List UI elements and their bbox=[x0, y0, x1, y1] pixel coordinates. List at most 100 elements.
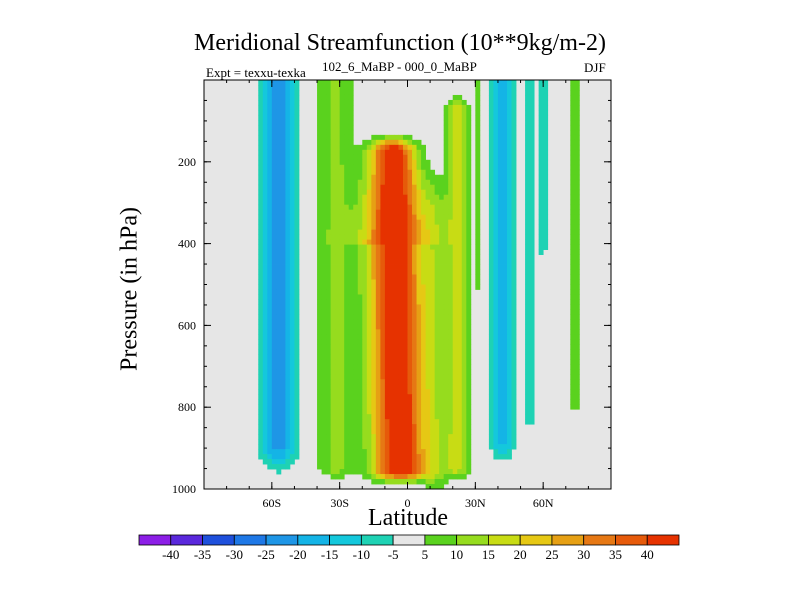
field-cell bbox=[393, 199, 399, 206]
field-cell bbox=[457, 109, 463, 116]
field-cell bbox=[276, 309, 282, 315]
field-cell bbox=[398, 209, 404, 216]
field-cell bbox=[506, 374, 512, 380]
field-cell bbox=[276, 129, 282, 136]
field-cell bbox=[421, 209, 426, 216]
field-cell bbox=[366, 364, 372, 370]
field-cell bbox=[416, 349, 422, 355]
field-cell bbox=[280, 424, 286, 430]
field-cell bbox=[466, 459, 472, 465]
field-cell bbox=[335, 329, 341, 335]
field-cell bbox=[488, 404, 494, 410]
field-cell bbox=[267, 319, 273, 325]
field-cell bbox=[448, 434, 454, 440]
field-cell bbox=[416, 399, 422, 405]
field-cell bbox=[267, 134, 273, 141]
field-cell bbox=[497, 284, 503, 290]
field-cell bbox=[421, 394, 426, 400]
field-cell bbox=[452, 459, 458, 465]
field-cell bbox=[439, 389, 445, 395]
field-cell bbox=[258, 299, 264, 305]
field-cell bbox=[371, 474, 377, 480]
field-cell bbox=[421, 239, 426, 245]
field-cell bbox=[267, 239, 273, 245]
field-cell bbox=[389, 259, 395, 265]
field-cell bbox=[448, 254, 454, 260]
field-cell bbox=[439, 299, 445, 305]
field-cell bbox=[330, 234, 336, 241]
field-cell bbox=[416, 389, 422, 395]
field-cell bbox=[276, 94, 282, 101]
field-cell bbox=[348, 284, 354, 290]
field-cell bbox=[425, 234, 431, 241]
field-cell bbox=[317, 434, 322, 440]
field-cell bbox=[280, 309, 286, 315]
field-cell bbox=[362, 254, 368, 260]
field-cell bbox=[353, 154, 359, 161]
field-cell bbox=[511, 434, 517, 440]
field-cell bbox=[452, 339, 458, 345]
colorbar-label: 35 bbox=[609, 547, 622, 562]
field-cell bbox=[538, 129, 544, 136]
field-cell bbox=[497, 414, 503, 420]
field-cell bbox=[389, 349, 395, 355]
field-cell bbox=[448, 214, 454, 221]
field-cell bbox=[389, 214, 395, 221]
field-cell bbox=[280, 99, 286, 106]
field-cell bbox=[285, 374, 291, 380]
field-cell bbox=[421, 339, 426, 345]
field-cell bbox=[506, 289, 512, 295]
field-cell bbox=[289, 429, 295, 435]
field-cell bbox=[335, 154, 341, 161]
field-cell bbox=[258, 344, 264, 350]
field-cell bbox=[407, 344, 413, 350]
field-cell bbox=[502, 369, 508, 375]
field-cell bbox=[371, 364, 377, 370]
field-cell bbox=[493, 439, 499, 445]
field-cell bbox=[321, 414, 327, 420]
field-cell bbox=[267, 394, 273, 400]
field-cell bbox=[466, 299, 472, 305]
field-cell bbox=[574, 219, 580, 226]
field-cell bbox=[344, 249, 350, 255]
field-cell bbox=[443, 109, 449, 116]
field-cell bbox=[321, 80, 327, 86]
field-cell bbox=[574, 184, 580, 191]
field-cell bbox=[407, 184, 413, 191]
field-cell bbox=[570, 264, 576, 270]
field-cell bbox=[285, 144, 291, 151]
field-cell bbox=[398, 394, 404, 400]
field-cell bbox=[371, 259, 377, 265]
field-cell bbox=[506, 104, 512, 111]
field-cell bbox=[339, 249, 345, 255]
field-cell bbox=[339, 289, 345, 295]
field-cell bbox=[326, 269, 332, 275]
field-cell bbox=[289, 119, 295, 126]
field-cell bbox=[421, 189, 426, 196]
field-cell bbox=[497, 389, 503, 395]
field-cell bbox=[407, 204, 413, 211]
field-cell bbox=[497, 289, 503, 295]
colorbar-label: -5 bbox=[388, 547, 399, 562]
field-cell bbox=[402, 354, 408, 360]
field-cell bbox=[321, 209, 327, 216]
field-cell bbox=[330, 124, 336, 131]
field-cell bbox=[506, 294, 512, 300]
field-cell bbox=[348, 144, 354, 151]
field-cell bbox=[506, 424, 512, 430]
field-cell bbox=[344, 449, 350, 455]
field-cell bbox=[398, 279, 404, 285]
field-cell bbox=[402, 184, 408, 191]
field-cell bbox=[452, 94, 458, 101]
field-cell bbox=[289, 454, 295, 460]
field-cell bbox=[461, 264, 467, 270]
field-cell bbox=[448, 284, 454, 290]
field-cell bbox=[452, 359, 458, 365]
field-cell bbox=[335, 254, 341, 260]
field-cell bbox=[321, 224, 327, 231]
field-cell bbox=[497, 144, 503, 151]
field-cell bbox=[280, 179, 286, 186]
field-cell bbox=[262, 239, 268, 245]
field-cell bbox=[353, 294, 359, 300]
field-cell bbox=[466, 394, 472, 400]
